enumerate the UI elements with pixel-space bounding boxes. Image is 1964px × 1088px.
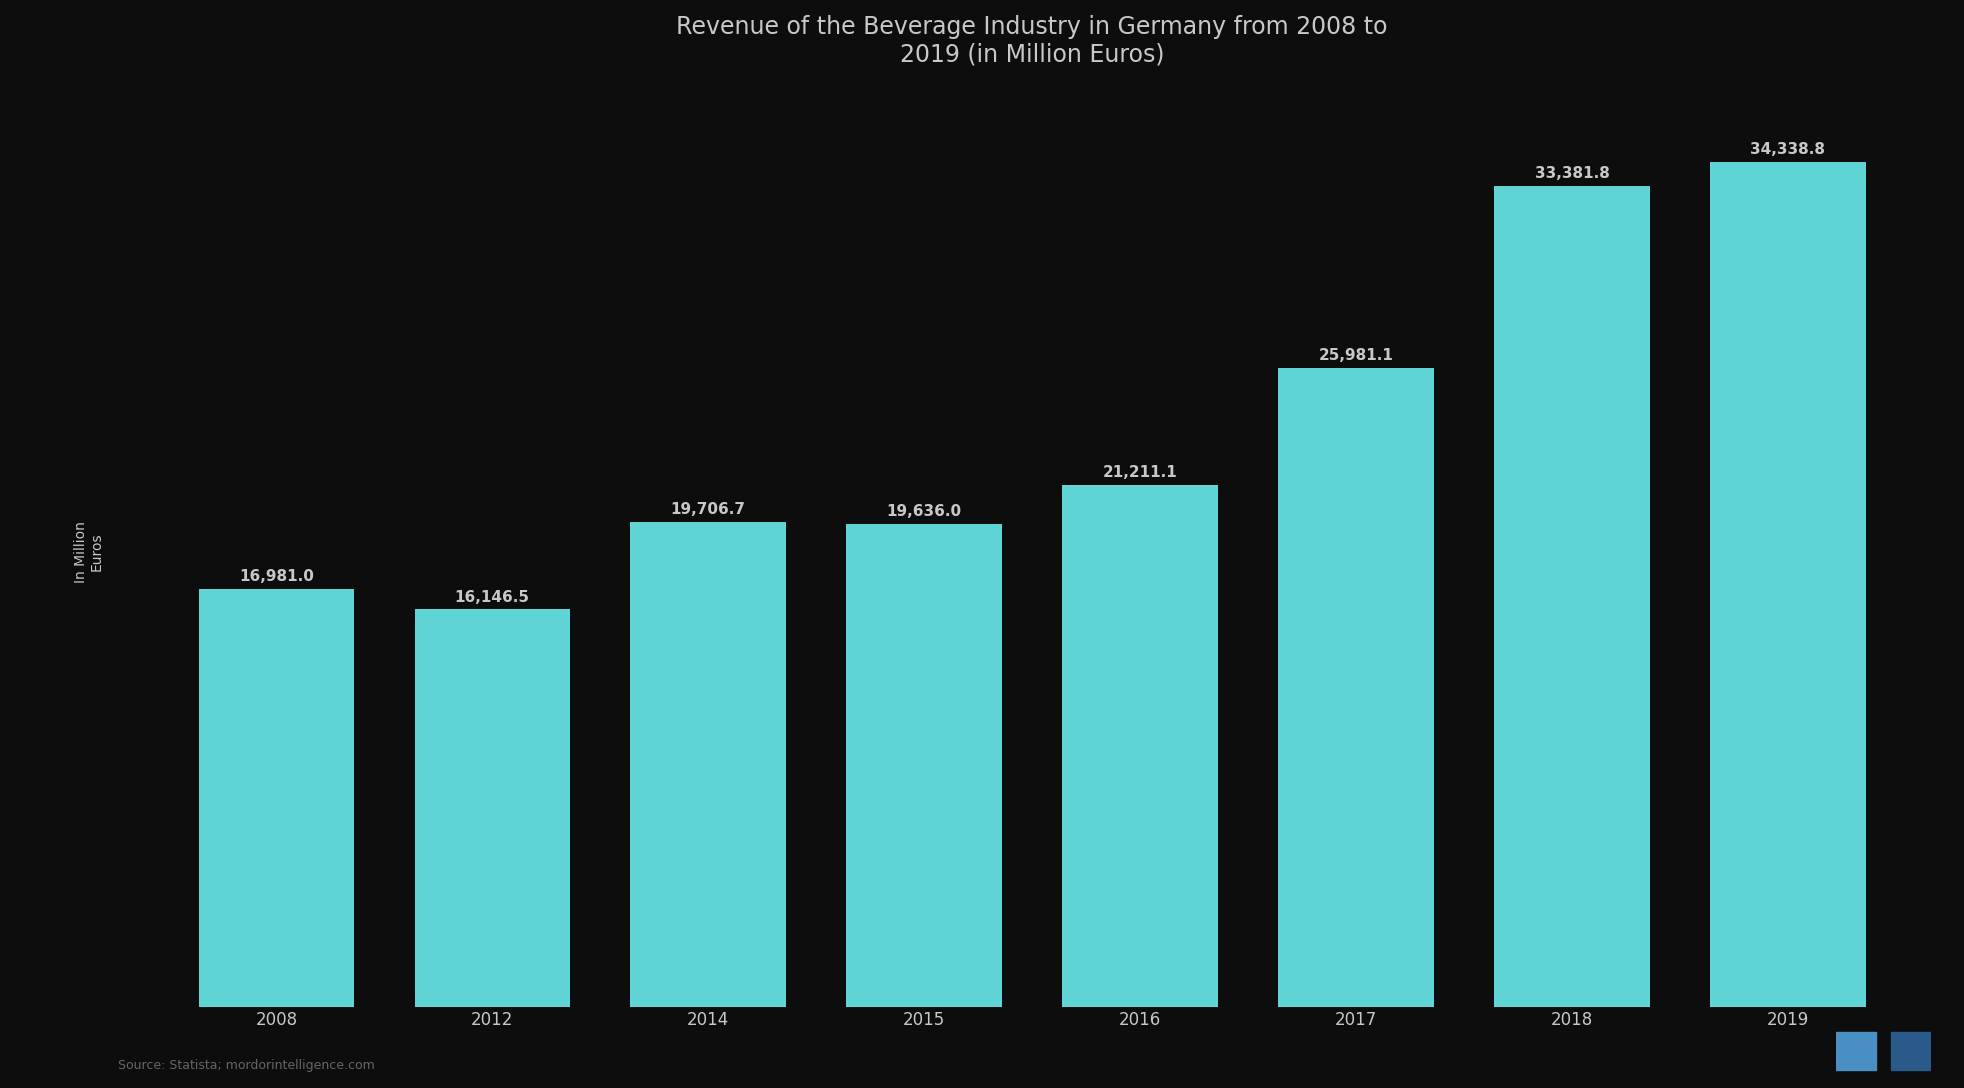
Text: 19,636.0: 19,636.0 [886,504,962,519]
Text: 16,146.5: 16,146.5 [456,590,530,605]
Bar [1063,485,1218,1006]
Bar [1495,186,1650,1006]
Bar [630,522,786,1006]
Y-axis label: In Million
Euros: In Million Euros [75,521,104,582]
Text: 33,381.8: 33,381.8 [1534,165,1609,181]
Bar [1836,1031,1876,1071]
Bar [846,523,1002,1006]
Text: 19,706.7: 19,706.7 [670,502,746,517]
Text: 21,211.1: 21,211.1 [1102,465,1178,480]
Text: 34,338.8: 34,338.8 [1750,143,1825,157]
Text: 25,981.1: 25,981.1 [1318,348,1394,362]
Bar [1711,162,1866,1006]
Text: 16,981.0: 16,981.0 [240,569,314,584]
Bar [198,589,354,1006]
Title: Revenue of the Beverage Industry in Germany from 2008 to
2019 (in Million Euros): Revenue of the Beverage Industry in Germ… [676,15,1389,66]
Bar [414,609,570,1006]
Bar [1891,1031,1931,1071]
Text: Source: Statista; mordorintelligence.com: Source: Statista; mordorintelligence.com [118,1059,375,1072]
Bar [1279,368,1434,1006]
